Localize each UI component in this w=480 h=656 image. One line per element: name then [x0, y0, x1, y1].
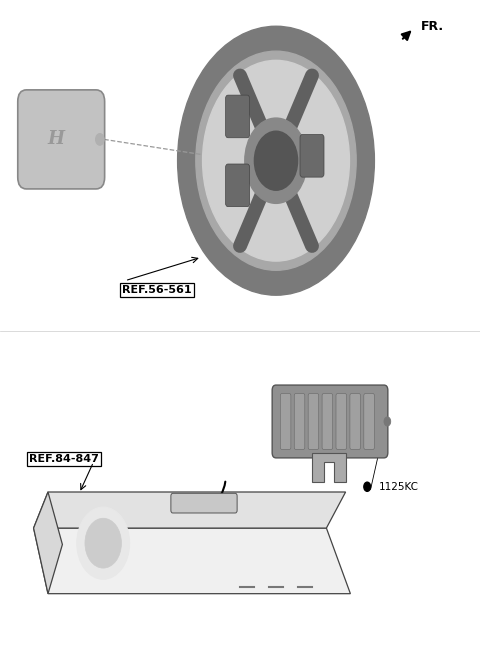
Circle shape — [77, 507, 130, 579]
FancyBboxPatch shape — [300, 134, 324, 177]
Circle shape — [196, 51, 356, 270]
FancyBboxPatch shape — [336, 394, 347, 449]
Text: 1125KC: 1125KC — [379, 482, 419, 492]
Circle shape — [203, 60, 349, 261]
FancyBboxPatch shape — [322, 394, 333, 449]
Text: REF.84-847: REF.84-847 — [29, 454, 99, 464]
Text: H: H — [47, 131, 64, 148]
Circle shape — [85, 518, 121, 568]
FancyBboxPatch shape — [226, 164, 250, 207]
FancyBboxPatch shape — [171, 493, 237, 513]
Polygon shape — [34, 492, 62, 594]
Circle shape — [254, 131, 298, 190]
FancyBboxPatch shape — [308, 394, 319, 449]
Circle shape — [178, 26, 374, 295]
Circle shape — [364, 482, 371, 491]
FancyBboxPatch shape — [18, 90, 105, 189]
Text: 84530: 84530 — [288, 401, 323, 412]
Polygon shape — [34, 528, 350, 594]
Text: FR.: FR. — [421, 20, 444, 33]
Text: REF.56-561: REF.56-561 — [122, 285, 192, 295]
FancyBboxPatch shape — [294, 394, 305, 449]
Polygon shape — [312, 453, 346, 482]
FancyBboxPatch shape — [350, 394, 360, 449]
Text: 56900: 56900 — [43, 101, 78, 112]
FancyBboxPatch shape — [272, 385, 388, 458]
FancyBboxPatch shape — [364, 394, 374, 449]
Circle shape — [96, 133, 104, 145]
FancyBboxPatch shape — [280, 394, 291, 449]
FancyBboxPatch shape — [226, 95, 250, 138]
Circle shape — [384, 417, 391, 426]
Polygon shape — [34, 492, 346, 528]
Circle shape — [245, 118, 307, 203]
